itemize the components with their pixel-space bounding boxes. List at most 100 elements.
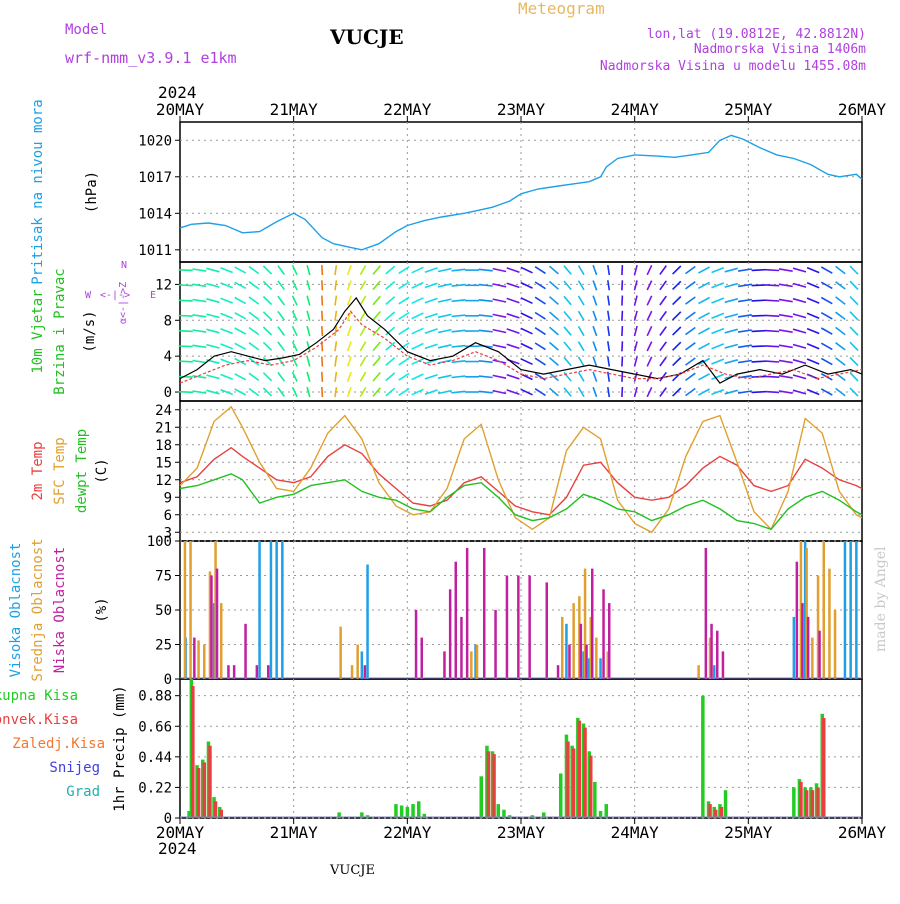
wind-arrow (725, 268, 738, 272)
wind-arrow (360, 372, 365, 381)
wind-arrow (335, 265, 336, 275)
wind-arrow (779, 299, 793, 301)
wind-arrow (752, 285, 766, 286)
bar (281, 541, 284, 679)
wind-arrow (660, 296, 666, 305)
bar (339, 627, 342, 679)
bar (816, 787, 820, 818)
wind-dir-alpha: α<-|->Z (118, 282, 129, 324)
wind-arrow (360, 266, 365, 275)
wind-arrow (425, 375, 438, 379)
bar (724, 790, 728, 818)
bar (557, 665, 560, 679)
wind-arrow (412, 313, 424, 319)
wind-arrow (373, 281, 380, 290)
x-tick-label-bottom: 22MAY (383, 823, 432, 842)
wind-arrow (850, 327, 858, 335)
wind-arrow (412, 374, 424, 380)
bar (480, 776, 484, 818)
wind-arrow (807, 283, 819, 288)
wind-arrow (550, 358, 559, 366)
wind-arrow (752, 331, 766, 332)
bar (483, 548, 486, 679)
bar (517, 576, 520, 680)
model-label: Model (65, 22, 107, 38)
wind-arrow (493, 345, 506, 348)
bar (608, 603, 611, 679)
wind-arrow (452, 315, 466, 316)
bar (494, 610, 497, 679)
wind-arrow (579, 266, 585, 275)
bar (599, 658, 602, 679)
wind-arrow (622, 387, 623, 397)
wind-arrow (550, 388, 559, 396)
wind-arrow (725, 360, 738, 364)
wind-arrow (836, 343, 846, 350)
wind-arrow (550, 297, 559, 305)
wind-arrow (249, 389, 259, 396)
wind-arrow (335, 387, 336, 397)
bar (580, 624, 583, 679)
wind-arrow (793, 268, 806, 272)
y-tick-label: 18 (155, 438, 172, 454)
wind-arrow (221, 268, 233, 273)
bar (589, 756, 593, 819)
wind-arrow (608, 280, 610, 290)
wind-arrow (807, 268, 819, 273)
wind-arrow (807, 359, 819, 364)
wind-arrow (179, 331, 193, 332)
wind-arrow (263, 266, 271, 274)
wind-arrow (725, 314, 738, 318)
wind-arrow (807, 344, 819, 349)
wind-arrow (593, 326, 597, 336)
bar (466, 548, 469, 679)
bar (818, 631, 821, 679)
wind-arrow (712, 329, 724, 334)
y-tick-label: 0.66 (138, 719, 172, 735)
lonlat-label: lon,lat (19.0812E, 42.8812N) (647, 27, 866, 42)
wind-arrow (593, 265, 597, 275)
wind-arrow (673, 266, 681, 274)
wind-arrow (479, 269, 493, 271)
bar (716, 631, 719, 679)
bar (811, 790, 815, 818)
wind-arrow (698, 343, 709, 349)
wind-arrow (807, 313, 819, 318)
bar (828, 569, 831, 679)
wind-arrow (493, 375, 506, 378)
wind-arrow (307, 341, 310, 351)
wind-arrow (386, 388, 395, 396)
wind-arrow (452, 376, 466, 378)
wind-arrow (836, 327, 846, 334)
wind-arrow (712, 268, 724, 273)
wind-arrow (564, 312, 571, 321)
y-axis-label: 2m Temp (30, 441, 46, 500)
wind-arrow (193, 269, 207, 271)
wind-arrow (793, 329, 806, 333)
wind-arrow (738, 330, 752, 332)
bar (811, 638, 814, 679)
wind-arrow (479, 285, 493, 286)
wind-arrow (673, 281, 681, 289)
wind-arrow (779, 315, 793, 317)
wind-arrow (725, 345, 738, 349)
wind-arrow (235, 389, 246, 395)
bar (705, 548, 708, 679)
bar (455, 562, 458, 679)
y-tick-label: 24 (155, 403, 172, 419)
wind-arrow (793, 375, 806, 379)
wind-arrow (386, 312, 395, 320)
wind-arrow (535, 343, 545, 350)
wind-arrow (725, 329, 738, 333)
wind-arrow (738, 345, 752, 347)
y-axis-label: 1hr Precip (mm) (112, 685, 128, 811)
wind-arrow (686, 358, 696, 365)
wind-arrow (752, 346, 766, 347)
wind-arrow (425, 298, 438, 302)
wind-arrow (425, 314, 438, 318)
y-tick-label: 15 (155, 455, 172, 471)
x-tick-label-bottom: 25MAY (724, 823, 773, 842)
wind-arrow (535, 328, 545, 335)
wind-arrow (263, 312, 271, 320)
wind-arrow (738, 315, 752, 317)
